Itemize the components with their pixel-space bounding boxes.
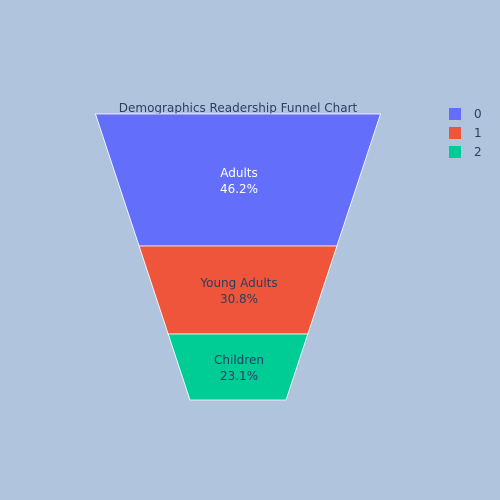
legend-swatch xyxy=(449,108,461,120)
legend-swatch xyxy=(449,146,461,158)
legend-item-1[interactable]: 1 xyxy=(449,126,482,140)
funnel-segments: Adults 46.2% Young Adults 30.8% Children 23.1… xyxy=(94,113,382,401)
funnel-bar xyxy=(138,245,338,335)
funnel-bar xyxy=(94,113,382,247)
segment-percent: 46.2% xyxy=(220,182,258,196)
segment-percent: 23.1% xyxy=(220,369,258,383)
legend: 0 1 2 xyxy=(449,107,482,159)
legend-label: 0 xyxy=(474,107,482,121)
segment-label: Young Adults xyxy=(199,276,277,290)
chart-title: Demographics Readership Funnel Chart xyxy=(119,101,358,115)
legend-item-0[interactable]: 0 xyxy=(449,107,482,121)
funnel-segment-3: Children 23.1% xyxy=(167,333,309,401)
legend-label: 2 xyxy=(474,145,482,159)
legend-swatch xyxy=(449,127,461,139)
segment-label: Children xyxy=(214,353,264,367)
segment-percent: 30.8% xyxy=(220,292,258,306)
funnel-segment-2: Young Adults 30.8% xyxy=(138,245,338,335)
funnel-segment-1: Adults 46.2% xyxy=(94,113,382,247)
funnel-bar xyxy=(167,333,309,401)
segment-label: Adults xyxy=(220,166,258,180)
legend-label: 1 xyxy=(474,126,482,140)
legend-item-2[interactable]: 2 xyxy=(449,145,482,159)
